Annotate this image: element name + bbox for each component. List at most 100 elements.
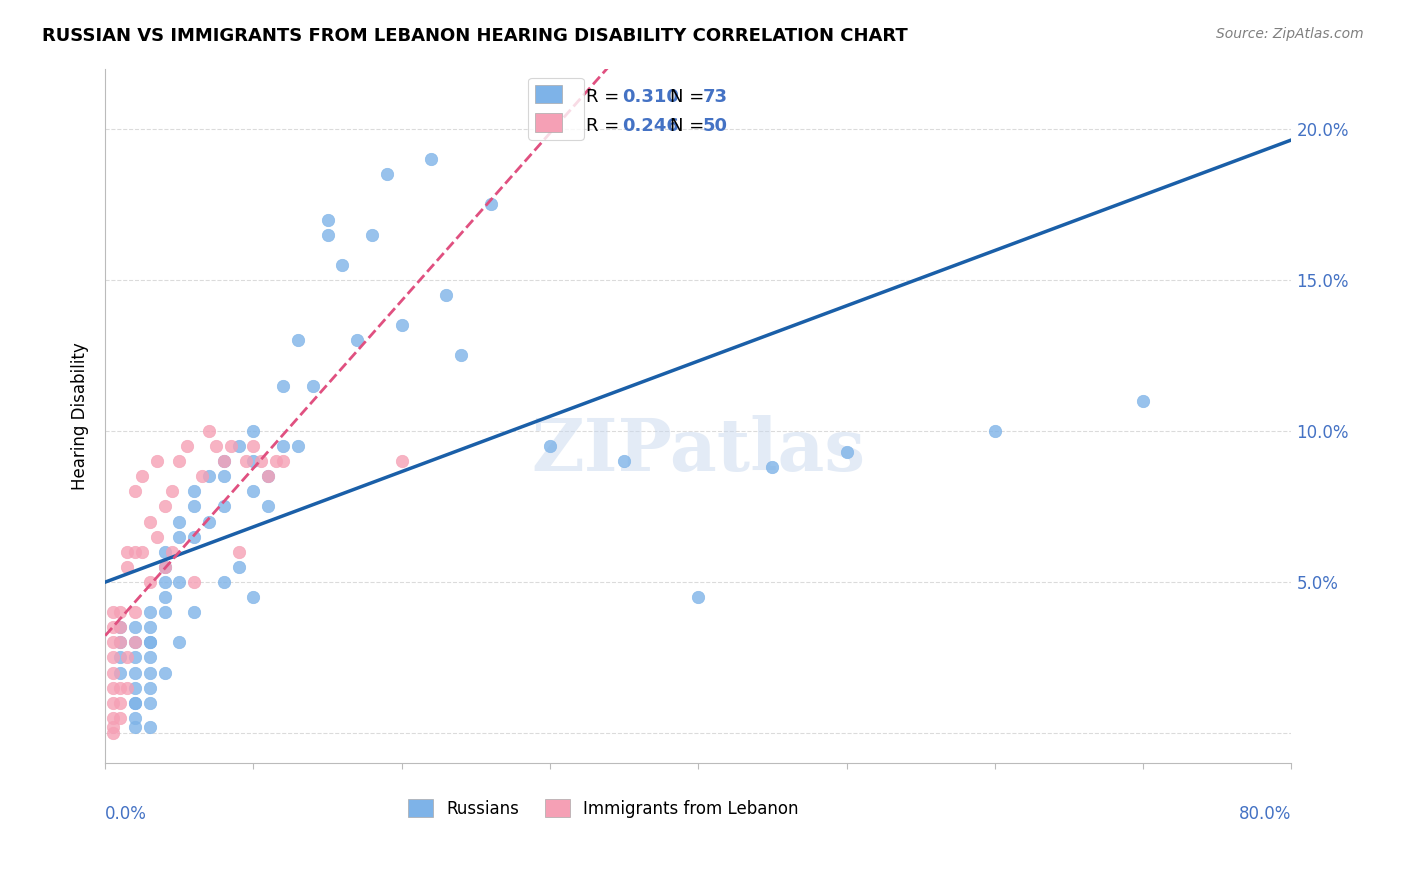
Point [613,454,636,468]
Point [235,454,257,468]
Point [101,681,124,695]
Point [108,620,131,634]
Point [450,348,472,362]
Point [242,590,264,604]
Point [124,696,146,710]
Point [169,530,191,544]
Text: 73: 73 [703,88,728,106]
Point [228,545,250,559]
Point [108,711,131,725]
Point [835,445,858,459]
Point [169,515,191,529]
Point [391,454,413,468]
Point [219,439,242,453]
Text: R =: R = [586,117,626,135]
Point [183,500,205,514]
Point [198,515,221,529]
Point [257,500,280,514]
Point [190,469,212,483]
Point [169,454,191,468]
Point [183,605,205,619]
Point [212,454,235,468]
Point [101,726,124,740]
Legend: Russians, Immigrants from Lebanon: Russians, Immigrants from Lebanon [402,793,806,824]
Point [108,650,131,665]
Point [138,696,160,710]
Point [212,574,235,589]
Point [153,605,176,619]
Point [271,454,294,468]
Point [138,681,160,695]
Point [138,720,160,734]
Point [124,681,146,695]
Point [228,439,250,453]
Point [183,574,205,589]
Point [316,212,339,227]
Point [169,574,191,589]
Point [124,665,146,680]
Point [153,559,176,574]
Point [101,696,124,710]
Text: ZIPatlas: ZIPatlas [531,415,866,486]
Point [124,720,146,734]
Point [198,469,221,483]
Point [212,454,235,468]
Point [264,454,287,468]
Point [124,635,146,649]
Point [124,696,146,710]
Text: N =: N = [671,117,710,135]
Point [124,650,146,665]
Point [375,167,398,181]
Point [984,424,1007,438]
Point [117,681,139,695]
Text: 0.0%: 0.0% [105,805,148,822]
Point [101,720,124,734]
Point [271,378,294,392]
Point [242,454,264,468]
Point [101,665,124,680]
Point [434,288,457,302]
Y-axis label: Hearing Disability: Hearing Disability [72,342,89,490]
Point [160,484,183,499]
Point [420,152,443,166]
Point [124,545,146,559]
Point [153,574,176,589]
Point [108,681,131,695]
Point [138,665,160,680]
Point [212,469,235,483]
Point [176,439,198,453]
Point [101,650,124,665]
Text: 0.246: 0.246 [623,117,679,135]
Point [101,620,124,634]
Point [117,559,139,574]
Point [138,620,160,634]
Point [138,650,160,665]
Text: 50: 50 [703,117,728,135]
Point [391,318,413,333]
Point [131,469,153,483]
Point [242,484,264,499]
Point [153,590,176,604]
Point [287,334,309,348]
Point [153,559,176,574]
Point [108,635,131,649]
Text: 80.0%: 80.0% [1239,805,1292,822]
Point [124,635,146,649]
Point [138,635,160,649]
Point [153,665,176,680]
Point [242,424,264,438]
Point [108,620,131,634]
Point [183,484,205,499]
Point [183,530,205,544]
Point [212,500,235,514]
Text: 0.310: 0.310 [623,88,679,106]
Point [228,559,250,574]
Point [138,635,160,649]
Point [361,227,384,242]
Point [257,469,280,483]
Point [153,500,176,514]
Point [257,469,280,483]
Point [169,635,191,649]
Point [160,545,183,559]
Point [271,439,294,453]
